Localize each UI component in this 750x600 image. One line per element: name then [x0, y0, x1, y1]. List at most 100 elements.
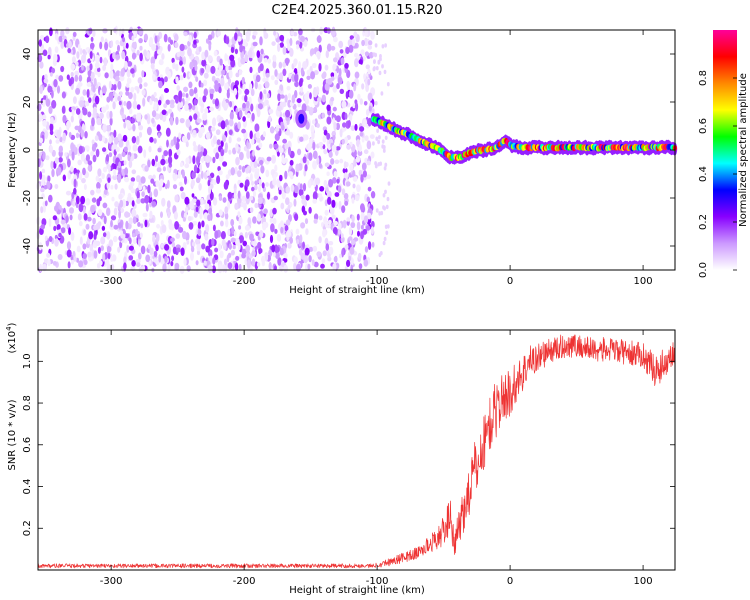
spectrogram-noise-cell: [183, 72, 186, 79]
spectrogram-noise-cell: [227, 262, 233, 270]
spectrogram-noise-cell: [138, 38, 143, 44]
spectrogram-noise-cell: [242, 102, 247, 109]
spectrogram-noise-cell: [262, 69, 266, 78]
spectrogram-noise-cell: [322, 71, 327, 79]
spectrogram-noise-cell: [150, 56, 156, 65]
spectrogram-noise-cell: [249, 195, 253, 201]
spectrogram-noise-cell: [286, 229, 292, 238]
spectrogram-noise-cell: [300, 86, 304, 93]
spectrogram-noise-cell: [290, 29, 295, 36]
spectrogram-noise-cell: [290, 184, 295, 192]
spectrogram-noise-cell: [295, 228, 300, 235]
spectrogram-noise-cell: [38, 113, 43, 122]
spectrogram-noise-cell: [67, 47, 72, 54]
spectrogram-noise-cell: [209, 106, 215, 112]
spectrogram-noise-cell: [339, 253, 342, 259]
spectrogram-noise-cell: [359, 131, 364, 137]
spectrogram-noise-cell: [129, 108, 133, 115]
spectrogram-noise-cell: [99, 56, 103, 64]
spectrogram-noise-cell: [229, 111, 234, 121]
spectrogram-noise-cell: [58, 145, 63, 153]
spectrogram-noise-cell: [344, 62, 349, 69]
spectrogram-noise-cell: [126, 69, 131, 78]
spectrogram-noise-cell: [238, 235, 244, 243]
spectrogram-noise-cell: [96, 117, 102, 126]
spectrogram-noise-cell: [46, 252, 51, 258]
spectrogram-noise-cell: [259, 248, 263, 254]
spectrogram-noise-cell: [169, 99, 175, 105]
spectrogram-noise-cell: [284, 143, 289, 150]
spectrogram-noise-cell: [174, 41, 179, 49]
snr-scale-close: ): [7, 322, 18, 326]
spectrogram-noise-cell: [102, 202, 108, 209]
spectrogram-noise-cell: [356, 213, 360, 221]
spectrogram-noise-cell: [178, 181, 183, 187]
spectrogram-noise-cell: [54, 205, 59, 212]
spectrogram-noise-cell: [272, 207, 277, 215]
spectrogram-noise-cell: [245, 244, 251, 253]
spectrogram-noise-cell: [218, 86, 222, 94]
spectrogram-noise-cell: [113, 84, 117, 91]
spectrogram-noise-cell: [196, 156, 201, 166]
snr-scale-label: (x104): [5, 322, 18, 353]
spectrogram-noise-cell: [291, 73, 296, 82]
spectrogram-noise-cell: [228, 136, 232, 144]
spectrogram-noise-cell: [285, 129, 291, 136]
spectrogram-noise-cell: [163, 103, 168, 109]
spectrogram-noise-cell: [330, 72, 335, 78]
spectrogram-noise-cell: [368, 40, 373, 46]
spectrogram-noise-cell: [72, 31, 77, 37]
spectrogram-noise-cell: [196, 199, 201, 207]
spectrogram-noise-cell: [150, 178, 155, 184]
spectrogram-noise-cell: [285, 58, 289, 66]
spectrogram-noise-cell: [360, 224, 364, 230]
spectrogram-noise-cell: [265, 169, 270, 178]
spectrogram-noise-cell: [252, 149, 255, 157]
spectrogram-noise-cell: [202, 95, 207, 103]
spectrogram-noise-cell: [334, 192, 340, 197]
spectrogram-noise-cell: [351, 197, 355, 204]
spectrogram-noise-cell: [320, 263, 325, 269]
spectrogram-noise-cell: [56, 85, 61, 94]
spectrogram-noise-cell: [128, 237, 132, 245]
spectrogram-noise-cell: [164, 244, 170, 251]
spectrogram-noise-cell: [119, 91, 123, 96]
spectrogram-noise-cell: [257, 213, 261, 222]
spectrogram-noise-cell: [381, 139, 385, 144]
spectrogram-noise-cell: [317, 51, 321, 60]
spectrogram-noise-cell: [127, 61, 133, 67]
spectrogram-noise-cell: [364, 51, 369, 57]
spectrogram-noise-cell: [83, 184, 87, 190]
spectrogram-noise-cell: [120, 68, 125, 77]
spectrogram-noise-cell: [305, 228, 309, 236]
spectrogram-noise-cell: [154, 51, 158, 60]
spectrogram-noise-cell: [82, 89, 87, 96]
spectrogram-noise-cell: [234, 262, 239, 271]
spectrogram-noise-cell: [326, 27, 331, 34]
spectrogram-noise-cell: [218, 170, 223, 176]
spectrogram-noise-cell: [251, 180, 254, 186]
spectrogram-noise-cell: [313, 106, 318, 114]
spectrogram-noise-cell: [237, 241, 241, 251]
snr-xtick-label: -200: [233, 576, 256, 587]
spectrogram-noise-cell: [272, 178, 277, 186]
spectrogram-noise-cell: [327, 77, 333, 85]
spectrogram-noise-cell: [244, 94, 248, 103]
spectrogram-noise-cell: [173, 211, 178, 220]
spectrogram-noise-cell: [58, 157, 63, 163]
spectrogram-noise-cell: [287, 140, 292, 149]
spectrogram-noise-cell: [101, 172, 105, 180]
spectrogram-noise-cell: [88, 209, 92, 217]
spectrogram-noise-cell: [188, 81, 193, 89]
spectrogram-noise-cell: [205, 131, 211, 140]
spectrogram-ytick-label: 20: [22, 96, 33, 109]
spectrogram-noise-cell: [363, 73, 366, 80]
spectrogram-noise-cell: [160, 211, 163, 218]
spectrogram-noise-cell: [341, 100, 347, 109]
spectrogram-noise-cell: [293, 262, 297, 271]
spectrogram-noise-cell: [240, 57, 246, 65]
spectrogram-noise-cell: [323, 149, 328, 155]
spectrogram-noise-cell: [357, 150, 363, 157]
spectrogram-noise-cell: [179, 60, 183, 66]
spectrogram-noise-cell: [235, 143, 239, 152]
